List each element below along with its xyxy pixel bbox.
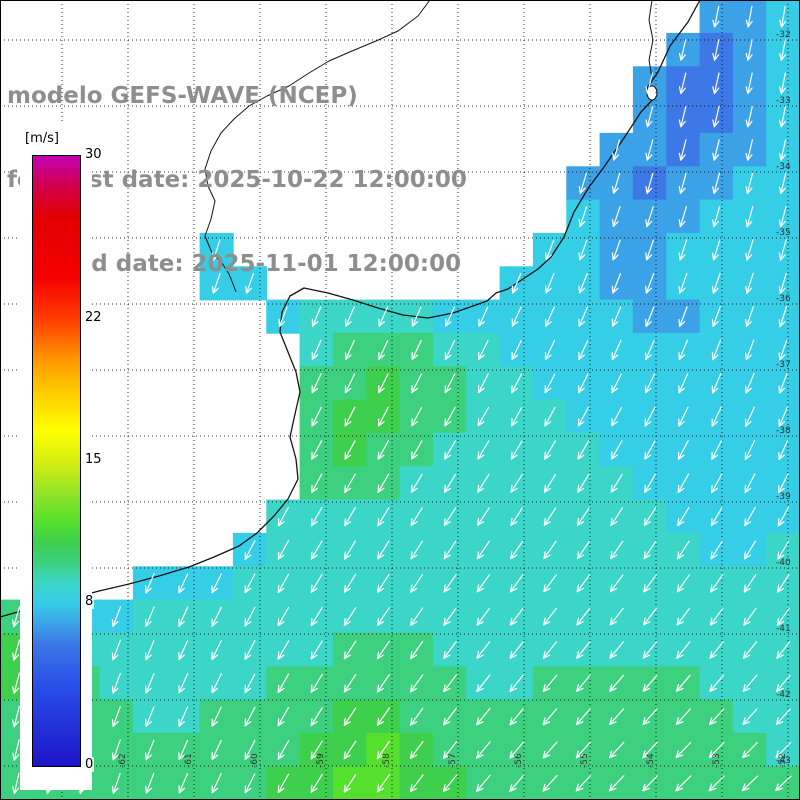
colorbar-tick-22: 22 [84, 309, 103, 325]
svg-text:-53: -53 [712, 753, 722, 768]
wind-arrows [12, 5, 792, 795]
lat-axis-labels: -32 -33 -34 -35 -36 -37 -38 -39 -40 -41 -42 -43 [776, 30, 791, 766]
model-title: modelo GEFS-WAVE (NCEP) [7, 83, 358, 109]
svg-text:-38: -38 [776, 426, 791, 436]
colorbar [32, 155, 81, 767]
colorbar-tick-0: 0 [84, 757, 95, 772]
svg-text:-40: -40 [776, 558, 791, 568]
svg-text:-39: -39 [776, 492, 791, 502]
svg-text:-34: -34 [776, 162, 791, 172]
colorbar-units-label: [m/s] [25, 131, 59, 146]
svg-text:-41: -41 [776, 624, 791, 634]
colorbar-tick-8: 8 [84, 594, 95, 610]
svg-text:-58: -58 [382, 753, 392, 768]
svg-text:-61: -61 [184, 753, 194, 768]
svg-text:-37: -37 [776, 360, 791, 370]
svg-text:-42: -42 [776, 690, 791, 700]
svg-text:-55: -55 [580, 753, 590, 768]
colorbar-tick-30: 30 [84, 147, 103, 162]
svg-text:-56: -56 [514, 753, 524, 768]
colorbar-tick-15: 15 [84, 452, 103, 467]
svg-text:-52: -52 [778, 753, 788, 768]
svg-text:-43: -43 [776, 756, 791, 766]
coastline [0, 0, 701, 618]
svg-text:-33: -33 [776, 96, 791, 106]
svg-text:-57: -57 [448, 753, 458, 768]
svg-text:-35: -35 [776, 228, 791, 238]
svg-text:-36: -36 [776, 294, 791, 304]
svg-text:-54: -54 [646, 753, 656, 768]
svg-text:-32: -32 [776, 30, 791, 40]
plot-title-block: modelo GEFS-WAVE (NCEP) forecast date: 2… [7, 26, 467, 334]
svg-text:-60: -60 [250, 753, 260, 768]
svg-text:-62: -62 [118, 753, 128, 768]
svg-text:-59: -59 [316, 753, 326, 768]
